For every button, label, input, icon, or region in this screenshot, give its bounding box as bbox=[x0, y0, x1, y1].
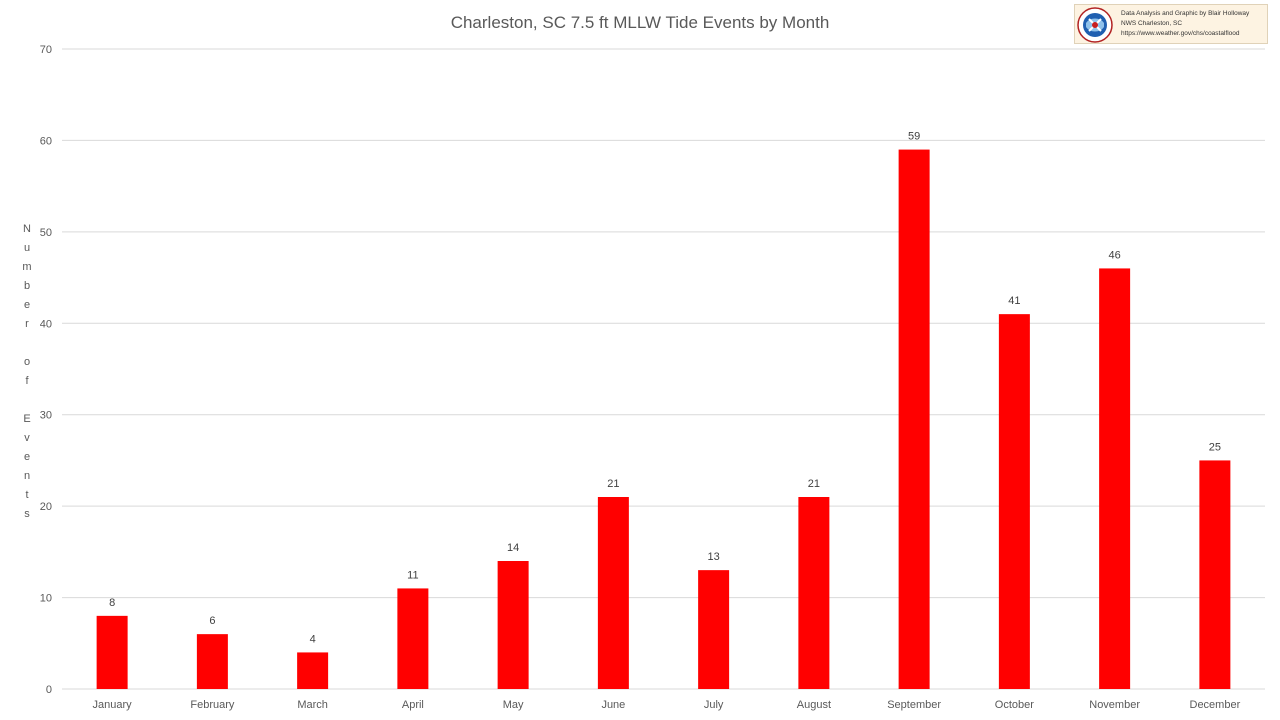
y-axis-label-char: t bbox=[25, 489, 28, 501]
data-label: 4 bbox=[310, 633, 316, 645]
credit-box: Data Analysis and Graphic by Blair Hollo… bbox=[1074, 4, 1268, 44]
x-tick-label: June bbox=[601, 699, 625, 711]
data-label: 25 bbox=[1209, 441, 1221, 453]
y-axis-label-char: N bbox=[23, 223, 31, 235]
y-tick-label: 0 bbox=[46, 684, 52, 696]
y-tick-label: 60 bbox=[40, 135, 52, 147]
bar-july bbox=[698, 570, 730, 689]
nws-logo-icon bbox=[1077, 7, 1113, 43]
data-label: 59 bbox=[908, 131, 920, 143]
bar-february bbox=[196, 634, 228, 689]
data-label: 41 bbox=[1008, 295, 1020, 307]
x-tick-label: November bbox=[1089, 699, 1140, 711]
data-label: 14 bbox=[507, 542, 519, 554]
credit-line-1: Data Analysis and Graphic by Blair Hollo… bbox=[1121, 10, 1250, 17]
bars bbox=[96, 149, 1231, 690]
bar-october bbox=[998, 314, 1030, 689]
y-axis-label-char: v bbox=[24, 432, 30, 444]
gridlines bbox=[62, 48, 1265, 690]
bar-april bbox=[397, 588, 429, 689]
credit-text: Data Analysis and Graphic by Blair Hollo… bbox=[1121, 9, 1249, 39]
x-tick-label: September bbox=[887, 699, 941, 711]
bar-may bbox=[497, 561, 529, 689]
x-tick-label: May bbox=[503, 699, 524, 711]
bar-august bbox=[798, 497, 830, 689]
data-label: 8 bbox=[109, 597, 115, 609]
bar-june bbox=[597, 497, 629, 689]
y-axis-label-char: e bbox=[24, 451, 30, 463]
y-axis-label-char: m bbox=[22, 261, 31, 273]
y-axis-label-char: u bbox=[24, 242, 30, 254]
x-tick-label: August bbox=[797, 699, 831, 711]
y-axis-ticks: 0 10 20 30 40 50 60 70 bbox=[40, 44, 52, 696]
x-tick-label: February bbox=[190, 699, 235, 711]
y-axis-label-char: r bbox=[25, 318, 29, 330]
y-axis-label-char: o bbox=[24, 356, 30, 368]
x-tick-label: April bbox=[402, 699, 424, 711]
y-tick-label: 10 bbox=[40, 593, 52, 605]
y-axis-label-char: n bbox=[24, 470, 30, 482]
y-tick-label: 40 bbox=[40, 318, 52, 330]
bar-march bbox=[297, 652, 329, 689]
y-axis-label-char: f bbox=[25, 375, 29, 387]
x-tick-label: October bbox=[995, 699, 1034, 711]
x-axis-ticks: January February March April May June July Augu… bbox=[93, 699, 1241, 711]
data-label: 11 bbox=[407, 569, 418, 581]
y-tick-label: 20 bbox=[40, 501, 52, 513]
x-tick-label: July bbox=[704, 699, 724, 711]
data-label: 46 bbox=[1109, 249, 1121, 261]
data-label: 13 bbox=[708, 551, 720, 563]
y-tick-label: 50 bbox=[40, 227, 52, 239]
y-tick-label: 30 bbox=[40, 410, 52, 422]
y-axis-label-char: b bbox=[24, 280, 30, 292]
bar-december bbox=[1199, 460, 1231, 689]
chart-title: Charleston, SC 7.5 ft MLLW Tide Events b… bbox=[451, 13, 830, 32]
bar-september bbox=[898, 149, 930, 690]
credit-line-3: https://www.weather.gov/chs/coastalflood bbox=[1121, 30, 1240, 37]
x-tick-label: December bbox=[1190, 699, 1241, 711]
y-axis-label-char: e bbox=[24, 299, 30, 311]
bar-november bbox=[1099, 268, 1131, 689]
y-tick-label: 70 bbox=[40, 44, 52, 56]
x-tick-label: January bbox=[93, 699, 133, 711]
credit-line-2: NWS Charleston, SC bbox=[1121, 20, 1183, 27]
data-label: 6 bbox=[209, 615, 215, 627]
bar-january bbox=[96, 615, 128, 689]
data-labels: 8 6 4 11 14 21 13 21 59 41 46 25 bbox=[109, 131, 1221, 646]
y-axis-label-char: s bbox=[24, 508, 30, 520]
data-label: 21 bbox=[808, 478, 820, 490]
x-tick-label: March bbox=[297, 699, 328, 711]
y-axis-label-char: E bbox=[23, 413, 30, 425]
data-label: 21 bbox=[607, 478, 619, 490]
